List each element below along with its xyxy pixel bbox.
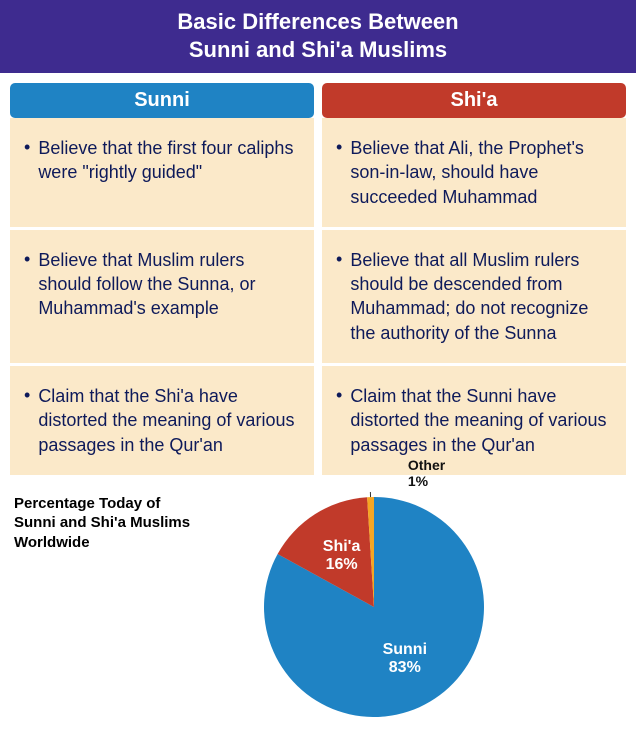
chart-area: Percentage Today of Sunni and Shi'a Musl… bbox=[0, 478, 636, 740]
header-shia: Shi'a bbox=[322, 83, 626, 118]
infographic-container: Basic Differences Between Sunni and Shi'… bbox=[0, 0, 636, 740]
pie-label-other: Other1% bbox=[408, 457, 445, 489]
cell-text: Claim that the Sunni have distorted the … bbox=[350, 384, 612, 457]
cell-shia-0: • Believe that Ali, the Prophet's son-in… bbox=[322, 118, 626, 230]
column-headers: Sunni Shi'a bbox=[0, 73, 636, 118]
bullet-icon: • bbox=[336, 386, 342, 404]
cell-text: Believe that all Muslim rulers should be… bbox=[350, 248, 612, 345]
pie-label-sunni: Sunni83% bbox=[370, 641, 440, 678]
header-sunni: Sunni bbox=[10, 83, 314, 118]
cell-text: Believe that the first four caliphs were… bbox=[38, 136, 300, 185]
chart-title: Percentage Today of Sunni and Shi'a Musl… bbox=[14, 492, 204, 553]
table-row: • Believe that the first four caliphs we… bbox=[10, 118, 626, 230]
pie-chart bbox=[204, 492, 584, 722]
bullet-icon: • bbox=[24, 386, 30, 404]
table-row: • Believe that Muslim rulers should foll… bbox=[10, 230, 626, 366]
bullet-icon: • bbox=[336, 250, 342, 268]
cell-sunni-0: • Believe that the first four caliphs we… bbox=[10, 118, 314, 230]
cell-shia-2: • Claim that the Sunni have distorted th… bbox=[322, 366, 626, 478]
title-line-2: Sunni and Shi'a Muslims bbox=[0, 36, 636, 64]
cell-text: Believe that Ali, the Prophet's son-in-l… bbox=[350, 136, 612, 209]
cell-sunni-2: • Claim that the Shi'a have distorted th… bbox=[10, 366, 314, 478]
pie-label-shi'a: Shi'a16% bbox=[307, 538, 377, 575]
cell-sunni-1: • Believe that Muslim rulers should foll… bbox=[10, 230, 314, 366]
cell-text: Believe that Muslim rulers should follow… bbox=[38, 248, 300, 321]
title-banner: Basic Differences Between Sunni and Shi'… bbox=[0, 0, 636, 73]
bullet-icon: • bbox=[336, 138, 342, 156]
title-line-1: Basic Differences Between bbox=[0, 8, 636, 36]
bullet-icon: • bbox=[24, 138, 30, 156]
cell-shia-1: • Believe that all Muslim rulers should … bbox=[322, 230, 626, 366]
comparison-rows: • Believe that the first four caliphs we… bbox=[0, 118, 636, 478]
table-row: • Claim that the Shi'a have distorted th… bbox=[10, 366, 626, 478]
cell-text: Claim that the Shi'a have distorted the … bbox=[38, 384, 300, 457]
pie-wrap: Sunni83%Shi'a16%Other1% bbox=[204, 492, 626, 722]
leader-line-icon bbox=[370, 492, 404, 497]
bullet-icon: • bbox=[24, 250, 30, 268]
